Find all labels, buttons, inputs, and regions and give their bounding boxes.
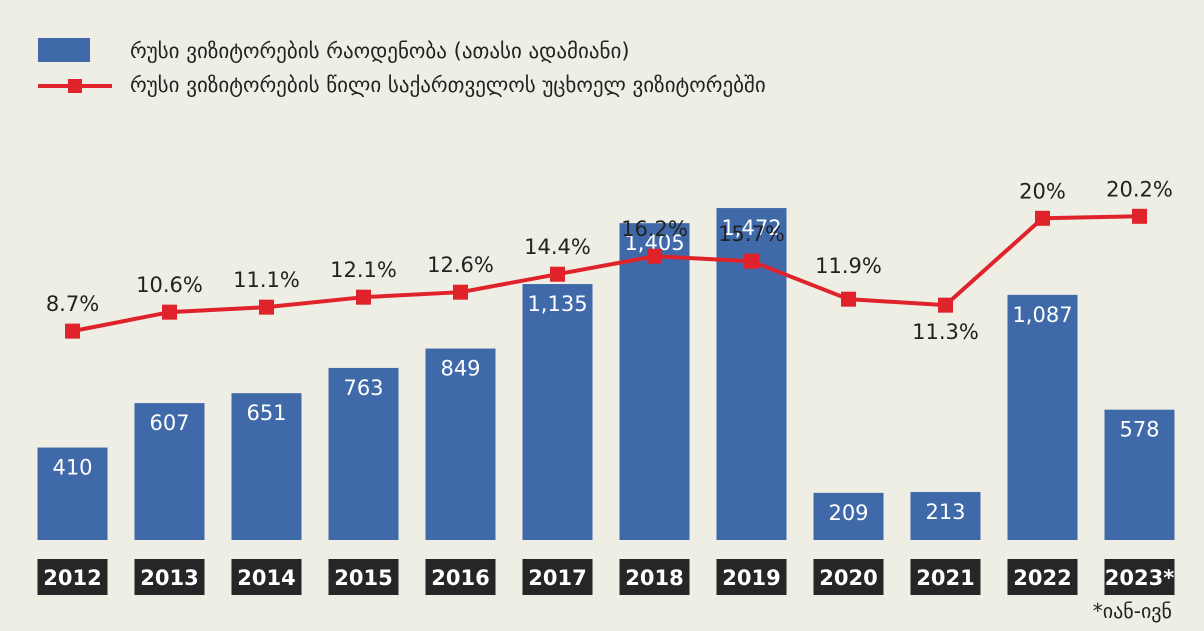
- year-box: [37, 559, 108, 595]
- bar-value-label: 607: [149, 411, 189, 435]
- share-value-label: 12.1%: [330, 258, 397, 282]
- share-point: [1132, 208, 1147, 224]
- x-tick-label: 2013: [140, 566, 198, 590]
- year-box: [328, 559, 399, 595]
- bar-2012: [37, 447, 108, 540]
- year-box: [1104, 559, 1175, 595]
- bar-value-label: 209: [828, 501, 868, 525]
- x-tick-label: 2019: [722, 566, 780, 590]
- bar-2017: [522, 284, 593, 540]
- share-value-label: 11.9%: [815, 254, 882, 278]
- share-point: [453, 284, 468, 300]
- bar-value-label: 1,472: [721, 216, 781, 240]
- year-box: [619, 559, 690, 595]
- share-point: [647, 248, 662, 264]
- legend-bar-swatch: [38, 38, 90, 62]
- x-tick-label: 2012: [43, 566, 101, 590]
- bar-2013: [134, 403, 205, 540]
- year-box: [134, 559, 205, 595]
- share-point: [550, 266, 565, 282]
- bar-2015: [328, 367, 399, 540]
- share-line-series: [65, 208, 1147, 339]
- year-box: [716, 559, 787, 595]
- year-box: [231, 559, 302, 595]
- bar-value-label: 410: [52, 456, 92, 480]
- x-tick-label: 2017: [528, 566, 586, 590]
- share-value-label: 12.6%: [427, 253, 494, 277]
- share-value-label: 15.7%: [718, 222, 785, 246]
- share-value-label: 14.4%: [524, 235, 591, 259]
- footnote: *იან-ივნ: [1093, 599, 1172, 623]
- x-tick-label: 2021: [916, 566, 974, 590]
- bar-value-label: 1,087: [1012, 303, 1072, 327]
- bar-2020: [813, 492, 884, 540]
- x-tick-label: 2014: [237, 566, 295, 590]
- share-value-label: 8.7%: [46, 292, 99, 316]
- bar-value-label: 1,135: [527, 292, 587, 316]
- bar-value-label: 213: [925, 500, 965, 524]
- share-point: [356, 289, 371, 305]
- bar-value-label: 849: [440, 357, 480, 381]
- bar-value-label: 651: [246, 401, 286, 425]
- x-tick-label: 2023*: [1105, 566, 1174, 590]
- share-point: [162, 304, 177, 320]
- x-tick-label: 2020: [819, 566, 877, 590]
- bar-2016: [425, 348, 496, 540]
- legend-bar-label: რუსი ვიზიტორების რაოდენობა (ათასი ადამია…: [130, 39, 630, 63]
- bar-value-label: 578: [1119, 418, 1159, 442]
- x-tick-label: 2018: [625, 566, 683, 590]
- share-value-label: 20%: [1019, 179, 1066, 203]
- bar-value-label: 763: [343, 376, 383, 400]
- bar-series: [37, 208, 1175, 541]
- legend: რუსი ვიზიტორების რაოდენობა (ათასი ადამია…: [38, 38, 766, 97]
- share-value-label: 11.3%: [912, 320, 979, 344]
- year-box: [813, 559, 884, 595]
- share-value-label: 10.6%: [136, 273, 203, 297]
- year-box: [1007, 559, 1078, 595]
- share-point: [65, 323, 80, 339]
- x-axis-year-labels: 2012 2013 2014 2015 2016 2017 2018 2019 2020 2021…: [37, 559, 1175, 595]
- x-tick-label: 2015: [334, 566, 392, 590]
- share-point: [744, 253, 759, 269]
- bar-2014: [231, 393, 302, 540]
- year-box: [910, 559, 981, 595]
- bar-2021: [910, 491, 981, 540]
- share-point: [938, 297, 953, 313]
- year-box: [522, 559, 593, 595]
- bar-2022: [1007, 294, 1078, 540]
- share-value-label: 11.1%: [233, 268, 300, 292]
- share-line: [72, 214, 1140, 334]
- bar-2023*: [1104, 409, 1175, 540]
- legend-line-label: რუსი ვიზიტორების წილი საქართველოს უცხოელ…: [130, 73, 766, 97]
- x-tick-label: 2022: [1013, 566, 1071, 590]
- share-point: [259, 299, 274, 315]
- x-tick-label: 2016: [431, 566, 489, 590]
- bar-2018: [619, 223, 690, 541]
- legend-line-marker: [68, 79, 82, 93]
- share-point: [1035, 210, 1050, 226]
- share-value-label: 20.2%: [1106, 177, 1173, 201]
- share-value-label: 16.2%: [621, 217, 688, 241]
- share-point: [841, 291, 856, 307]
- share-value-labels: 8.7%10.6% 11.1% 12.1% 12.6%14.4%16.2% 15.7%1…: [46, 177, 1173, 344]
- year-box: [425, 559, 496, 595]
